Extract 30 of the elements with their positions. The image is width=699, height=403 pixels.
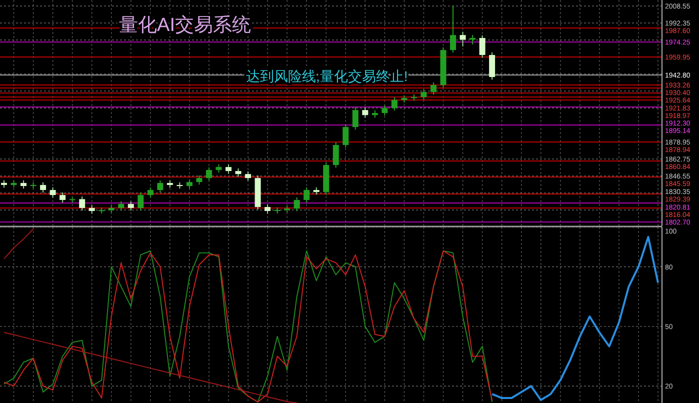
candlestick: [489, 52, 496, 80]
candlestick: [470, 34, 476, 45]
candlestick: [450, 5, 456, 54]
candlestick: [391, 96, 398, 112]
candlestick: [304, 186, 310, 204]
candlestick: [420, 88, 427, 100]
candlestick: [128, 200, 134, 212]
candlestick: [206, 166, 212, 182]
candlestick: [60, 192, 66, 204]
candlestick: [186, 178, 192, 190]
candlestick: [362, 106, 368, 118]
candlestick: [79, 196, 86, 212]
candlestick: [138, 192, 144, 212]
candlestick: [196, 174, 202, 186]
candlestick: [118, 200, 124, 212]
candlestick: [157, 180, 164, 194]
candlestick: [479, 34, 486, 58]
candlestick: [226, 164, 232, 174]
candlestick: [382, 104, 388, 116]
candlestick: [342, 124, 349, 148]
candlestick: [332, 142, 339, 168]
candlestick: [264, 204, 271, 214]
candlestick: [430, 82, 436, 96]
candlestick: [147, 186, 154, 198]
candlestick: [460, 31, 466, 47]
candlestick: [40, 182, 46, 194]
candlestick: [294, 196, 300, 212]
candlestick: [245, 170, 252, 182]
candlestick: [50, 186, 56, 198]
candlestick: [352, 106, 358, 130]
